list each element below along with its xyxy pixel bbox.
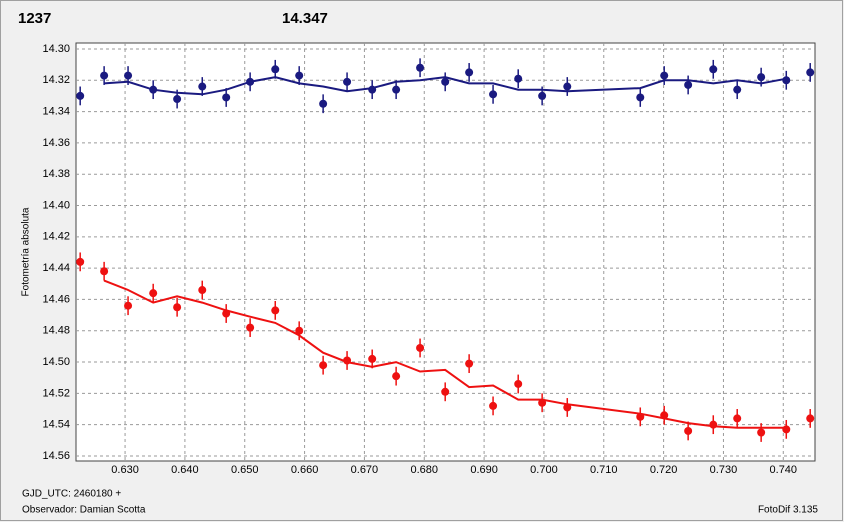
data-point	[222, 309, 231, 318]
data-point	[149, 85, 158, 94]
data-point	[782, 76, 791, 85]
y-tick-label: 14.40	[42, 199, 70, 211]
data-point	[149, 289, 158, 298]
data-point	[636, 412, 645, 421]
data-point	[538, 91, 547, 100]
data-point	[806, 68, 815, 77]
x-tick-label: 0.740	[770, 464, 798, 476]
x-tick-label: 0.660	[291, 464, 319, 476]
footer-text: GJD_UTC: 2460180 +	[22, 489, 121, 500]
data-point	[684, 426, 693, 435]
y-tick-label: 14.38	[42, 168, 70, 180]
y-tick-label: 14.34	[42, 105, 70, 117]
data-point	[343, 356, 352, 365]
data-point	[100, 267, 109, 276]
x-tick-label: 0.720	[650, 464, 678, 476]
data-point	[319, 361, 328, 370]
data-point	[441, 387, 450, 396]
data-point	[660, 71, 669, 80]
data-point	[660, 411, 669, 420]
data-point	[489, 90, 498, 99]
data-point	[538, 398, 547, 407]
data-point	[319, 99, 328, 108]
data-point	[76, 257, 85, 266]
y-tick-label: 14.54	[42, 419, 70, 431]
data-point	[465, 68, 474, 77]
data-point	[246, 323, 255, 332]
data-point	[222, 93, 231, 102]
y-tick-label: 14.56	[42, 450, 70, 462]
data-point	[416, 343, 425, 352]
x-tick-label: 0.630	[111, 464, 139, 476]
y-tick-label: 14.42	[42, 231, 70, 243]
data-point	[271, 65, 280, 74]
data-point	[733, 414, 742, 423]
data-point	[124, 71, 133, 80]
data-point	[173, 95, 182, 104]
x-tick-label: 0.640	[171, 464, 199, 476]
data-point	[416, 63, 425, 72]
data-point	[563, 403, 572, 412]
x-tick-label: 0.680	[410, 464, 438, 476]
fit-line	[104, 76, 787, 96]
data-point	[733, 85, 742, 94]
data-point	[246, 77, 255, 86]
y-axis-label: Fotometría absoluta	[21, 207, 32, 296]
series-label: 14.347	[282, 10, 328, 27]
x-tick-label: 0.710	[590, 464, 618, 476]
data-point	[124, 301, 133, 310]
data-point	[514, 74, 523, 83]
x-tick-label: 0.650	[231, 464, 259, 476]
data-point	[392, 85, 401, 94]
data-point	[100, 71, 109, 80]
y-tick-label: 14.46	[42, 293, 70, 305]
data-point	[465, 359, 474, 368]
data-point	[709, 65, 718, 74]
data-point	[757, 73, 766, 82]
data-point	[198, 82, 207, 91]
data-point	[489, 401, 498, 410]
data-point	[684, 80, 693, 89]
y-tick-label: 14.48	[42, 325, 70, 337]
data-point	[173, 303, 182, 312]
x-tick-label: 0.730	[710, 464, 738, 476]
data-point	[76, 91, 85, 100]
fit-line	[103, 279, 787, 429]
data-point	[368, 354, 377, 363]
y-tick-label: 14.36	[42, 137, 70, 149]
data-point	[709, 420, 718, 429]
series-label: 1237	[18, 10, 51, 27]
data-point	[295, 326, 304, 335]
data-point	[198, 286, 207, 295]
x-tick-label: 0.690	[470, 464, 498, 476]
data-point	[514, 379, 523, 388]
y-tick-label: 14.50	[42, 356, 70, 368]
data-point	[636, 93, 645, 102]
data-point	[806, 414, 815, 423]
data-point	[343, 77, 352, 86]
data-point	[295, 71, 304, 80]
data-point	[392, 372, 401, 381]
x-tick-label: 0.670	[351, 464, 379, 476]
data-point	[441, 77, 450, 86]
y-tick-label: 14.30	[42, 43, 70, 55]
y-tick-label: 14.32	[42, 74, 70, 86]
x-tick-label: 0.700	[530, 464, 558, 476]
y-tick-label: 14.52	[42, 387, 70, 399]
data-point	[757, 428, 766, 437]
data-point	[271, 306, 280, 315]
data-point	[782, 425, 791, 434]
footer-text: FotoDif 3.135	[758, 505, 818, 516]
data-point	[368, 85, 377, 94]
footer-text: Observador: Damian Scotta	[22, 505, 146, 516]
y-tick-label: 14.44	[42, 262, 70, 274]
data-point	[563, 82, 572, 91]
